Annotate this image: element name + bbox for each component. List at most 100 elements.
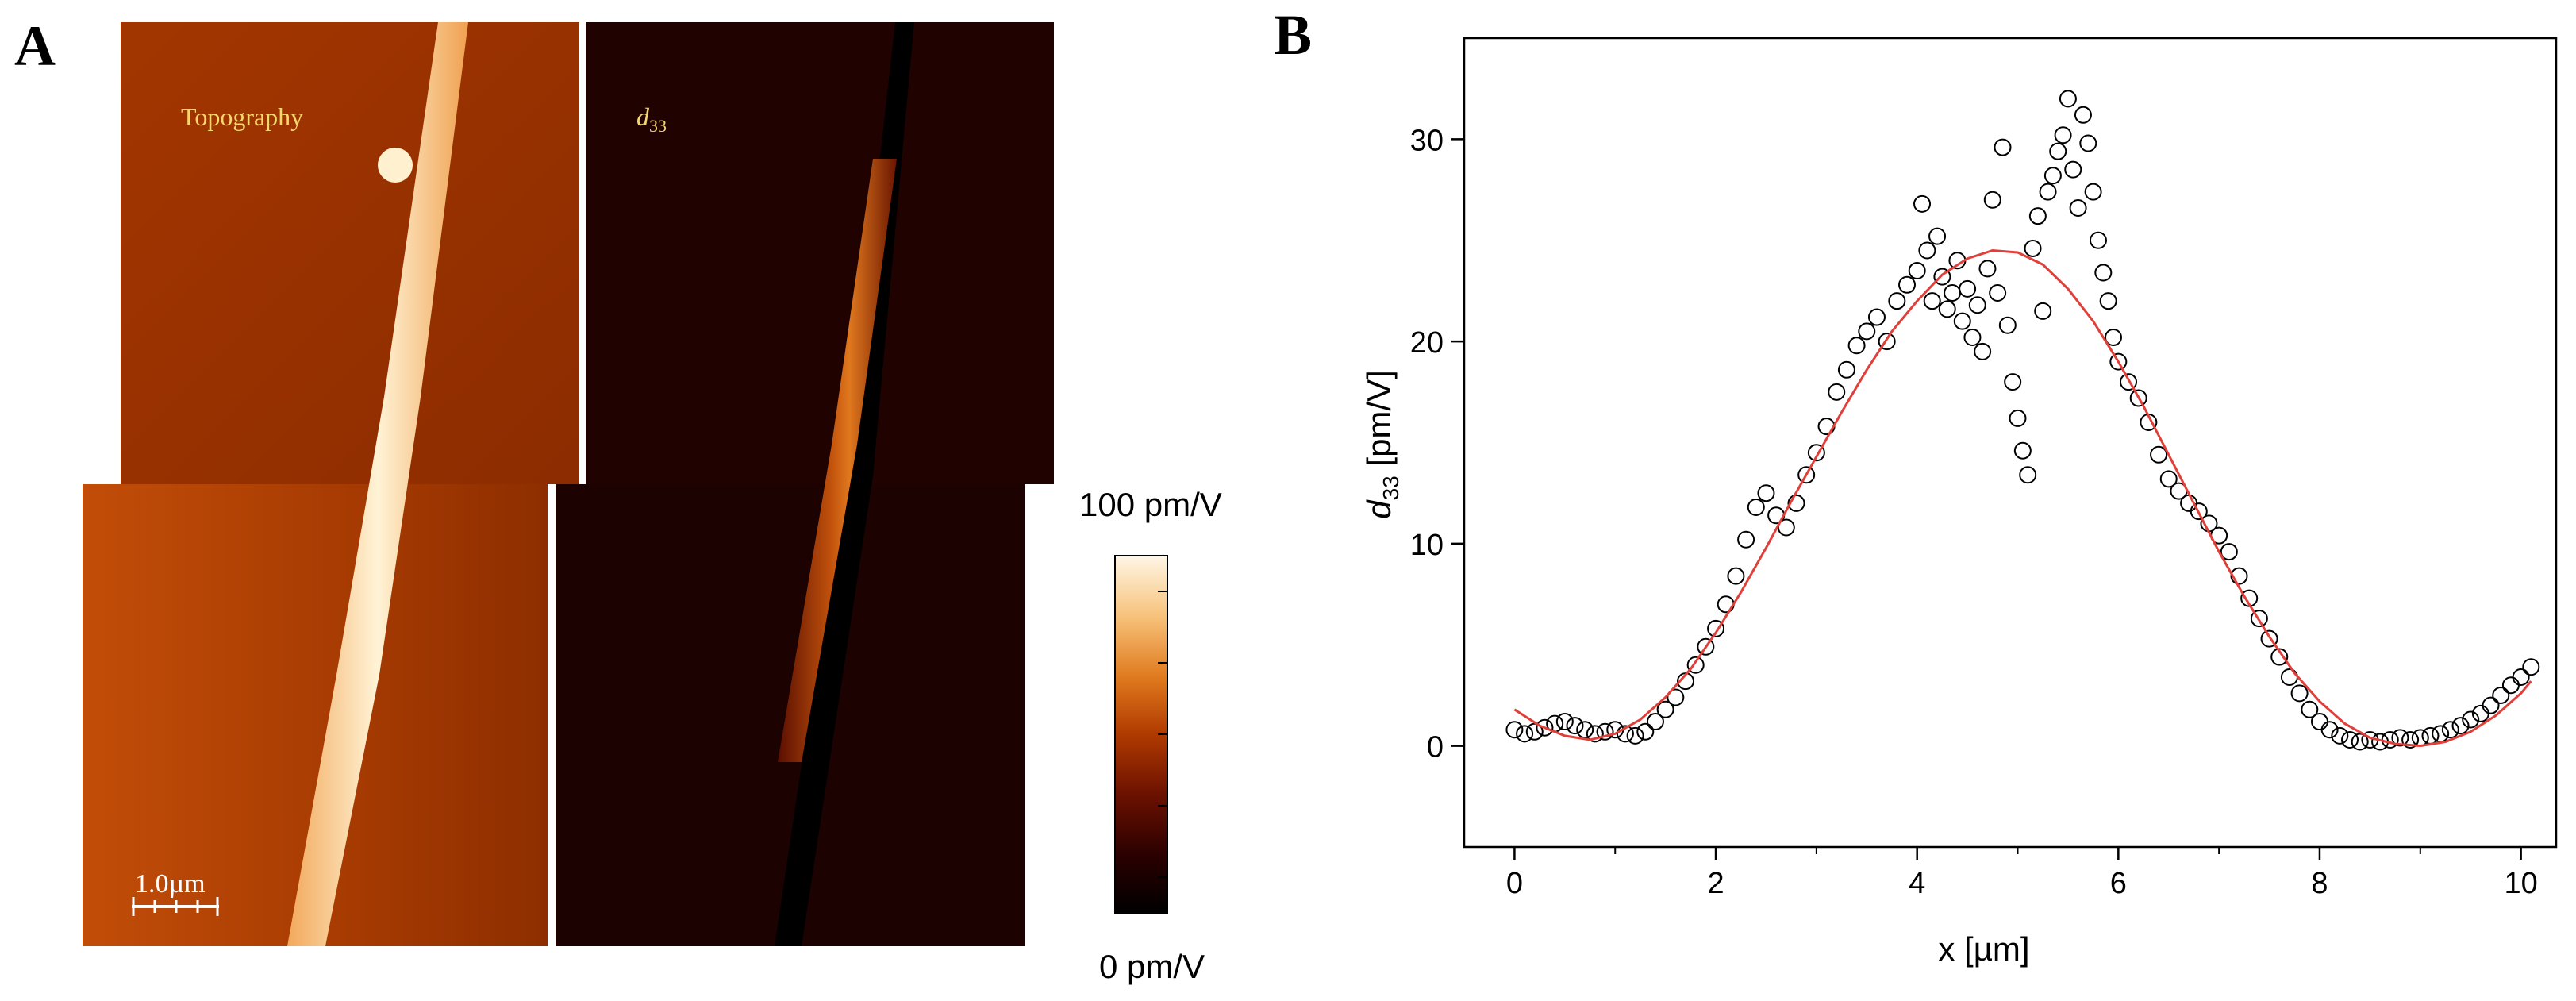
scatter-point xyxy=(2064,160,2082,179)
x-tick-label: 10 xyxy=(2504,867,2537,900)
scatter-point xyxy=(1867,308,1886,326)
scatter-point xyxy=(1566,717,1584,735)
scatter-point xyxy=(1807,444,1825,462)
scatter-point xyxy=(1626,726,1644,745)
colorbar-min-label: 0 pm/V xyxy=(1099,948,1205,985)
scatter-point xyxy=(2341,730,2359,749)
scatter-point xyxy=(1923,292,1941,310)
scatter-point xyxy=(1933,268,1951,286)
colorbar-max-label: 100 pm/V xyxy=(1079,486,1222,523)
scatter-point xyxy=(2013,441,2032,460)
scatter-point xyxy=(1968,296,1986,314)
scatter-point xyxy=(1667,688,1685,706)
scatter-point xyxy=(1727,567,1745,585)
fit-line xyxy=(1513,248,2532,748)
scatter-point xyxy=(2089,231,2107,249)
scatter-point xyxy=(1888,292,1906,310)
scatter-point xyxy=(2512,668,2530,687)
scatter-point xyxy=(1576,721,1594,739)
scatter-point xyxy=(2441,721,2459,739)
scatter-point xyxy=(1697,637,1715,656)
d33-map: d33 xyxy=(548,22,1054,946)
x-axis-label: x [µm] xyxy=(1938,930,2029,968)
scatter-point xyxy=(2492,686,2510,704)
scale-bar-label: 1.0µm xyxy=(135,869,206,899)
scatter-point xyxy=(2230,567,2248,585)
scatter-point xyxy=(2270,648,2289,666)
scatter-point xyxy=(1994,138,2012,156)
scatter-point xyxy=(1555,713,1574,731)
scatter-point xyxy=(2451,717,2470,735)
scatter-point xyxy=(2034,302,2052,320)
scatter-point xyxy=(2501,676,2520,695)
scatter-point xyxy=(1737,530,1755,549)
topography-divider xyxy=(579,22,586,484)
scatter-point xyxy=(1536,718,1554,737)
scatter-point xyxy=(1878,333,1896,351)
topography-particle xyxy=(378,148,413,183)
scatter-point xyxy=(2220,543,2238,561)
d33-map-label-sub: 33 xyxy=(649,116,667,136)
scatter-point xyxy=(2290,684,2309,703)
y-tick-label: 30 xyxy=(1410,124,1444,157)
scatter-point xyxy=(2401,730,2420,749)
scatter-point xyxy=(2331,726,2349,745)
scatter-point xyxy=(2004,373,2022,391)
scatter-point xyxy=(2421,726,2440,745)
scatter-point xyxy=(2084,183,2102,201)
scatter-point xyxy=(1898,275,1917,294)
x-axis: 0 2 4 6 8 10 xyxy=(1506,847,2538,900)
scatter-point xyxy=(1747,499,1765,517)
scatter-point xyxy=(2320,721,2339,739)
scatter-point xyxy=(2120,373,2138,391)
scatter-point xyxy=(1516,725,1534,743)
scatter-point xyxy=(2301,700,2319,718)
topography-label: Topography xyxy=(181,102,303,131)
scatter-point xyxy=(2043,167,2062,185)
panel-a-label: A xyxy=(14,14,56,78)
scatter-point xyxy=(1586,725,1604,743)
y-axis-label: d33 [pm/V] xyxy=(1360,370,1403,519)
scatter-point xyxy=(1944,283,1962,302)
scatter-point xyxy=(2150,445,2168,464)
scatter-point xyxy=(2054,126,2072,144)
scatter-point xyxy=(2260,629,2278,648)
scatter-point xyxy=(1646,713,1664,731)
plot-frame xyxy=(1463,37,2558,849)
scatter-point xyxy=(1983,191,2001,209)
scatter-point xyxy=(2351,733,2369,751)
y-tick-label: 20 xyxy=(1410,326,1444,360)
scatter-point xyxy=(1837,360,1855,379)
scatter-point xyxy=(2522,658,2540,676)
scatter-point xyxy=(1928,227,1947,245)
scatter-point xyxy=(2250,610,2268,628)
scatter-point xyxy=(1817,418,1836,436)
d33-map-label-main: d xyxy=(636,102,650,131)
scatter-point xyxy=(2159,470,2178,488)
scatter-point xyxy=(1828,383,1846,401)
scatter-point xyxy=(1998,316,2017,334)
scatter-point xyxy=(1978,260,1997,278)
y-tick-label: 10 xyxy=(1410,529,1444,562)
d33-map-label: d33 xyxy=(636,102,667,136)
scatter-point xyxy=(1974,342,1992,360)
scatter-point xyxy=(2190,502,2208,521)
scatter-point xyxy=(2462,710,2480,729)
scatter-point xyxy=(1963,329,1982,347)
scatter-point xyxy=(2129,389,2147,407)
y-tick-label: 0 xyxy=(1427,731,1444,764)
scatter-point xyxy=(2094,264,2113,282)
topography-map: Topography 1.0µm xyxy=(83,22,586,946)
x-tick-label: 0 xyxy=(1506,867,1523,900)
scatter-point xyxy=(2482,696,2500,714)
y-axis-label-unit: [pm/V] xyxy=(1360,370,1398,475)
colorbar: 100 pm/V 0 pm/V xyxy=(1079,486,1222,985)
scatter-series xyxy=(1505,90,2540,751)
scatter-point xyxy=(2109,352,2128,371)
topography-fiber xyxy=(287,22,468,946)
scatter-point xyxy=(1959,279,1977,298)
scatter-point xyxy=(2039,183,2057,201)
scatter-point xyxy=(1918,241,1936,260)
scatter-point xyxy=(2019,466,2037,484)
d33-fiber-band xyxy=(778,159,897,762)
